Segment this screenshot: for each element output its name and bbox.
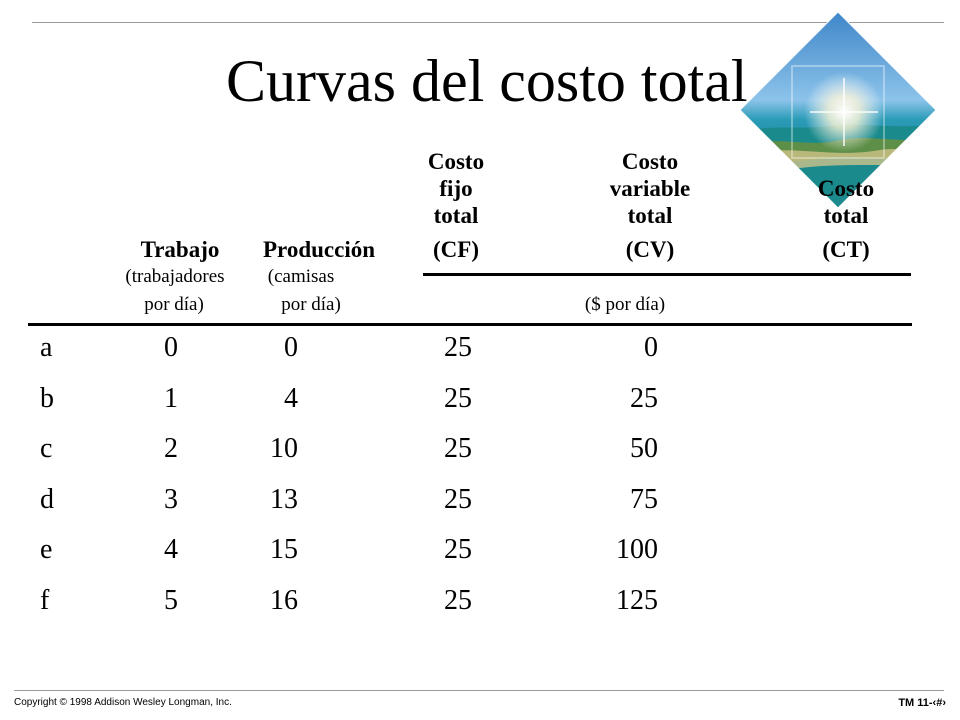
produccion-header: Producción bbox=[262, 237, 376, 262]
bottom-divider bbox=[14, 690, 944, 691]
cell-cf: 25 bbox=[444, 332, 472, 363]
cell-label: a bbox=[40, 332, 53, 363]
cell-cf: 25 bbox=[444, 383, 472, 414]
cell-produccion: 4 bbox=[284, 383, 298, 414]
cv-header-line2: variable bbox=[609, 176, 691, 201]
cell-cv: 75 bbox=[630, 484, 658, 515]
cell-cv: 50 bbox=[630, 433, 658, 464]
cell-trabajo: 0 bbox=[164, 332, 178, 363]
slide-title: Curvas del costo total bbox=[226, 48, 748, 114]
cell-trabajo: 3 bbox=[164, 484, 178, 515]
cell-cf: 25 bbox=[444, 585, 472, 616]
produccion-unit-line1: (camisas bbox=[267, 266, 335, 287]
cell-label: e bbox=[40, 534, 53, 565]
tropical-island-image bbox=[740, 12, 936, 208]
copyright-text: Copyright © 1998 Addison Wesley Longman,… bbox=[14, 697, 232, 708]
trabajo-header: Trabajo bbox=[140, 237, 220, 262]
cell-cv: 0 bbox=[644, 332, 658, 363]
cell-cf: 25 bbox=[444, 484, 472, 515]
ct-header-line1: Costo bbox=[817, 176, 875, 201]
cv-header-line1: Costo bbox=[621, 149, 679, 174]
table-header-rule bbox=[28, 323, 912, 326]
cell-cf: 25 bbox=[444, 534, 472, 565]
slide-number: TM 11-‹#› bbox=[898, 697, 946, 709]
cv-header-line3: total bbox=[627, 203, 673, 228]
cell-label: c bbox=[40, 433, 53, 464]
money-unit-rule bbox=[423, 273, 911, 276]
cell-cv: 125 bbox=[616, 585, 658, 616]
cell-produccion: 0 bbox=[284, 332, 298, 363]
cell-trabajo: 1 bbox=[164, 383, 178, 414]
cell-produccion: 15 bbox=[270, 534, 298, 565]
cell-cv: 25 bbox=[630, 383, 658, 414]
cell-trabajo: 5 bbox=[164, 585, 178, 616]
cf-header-line2: fijo bbox=[439, 176, 473, 201]
cf-header-abbr: (CF) bbox=[433, 237, 479, 262]
cell-trabajo: 4 bbox=[164, 534, 178, 565]
cell-label: f bbox=[40, 585, 50, 616]
cell-cv: 100 bbox=[616, 534, 658, 565]
ct-header-line2: total bbox=[823, 203, 869, 228]
cf-header-line1: Costo bbox=[427, 149, 485, 174]
ct-header-abbr: (CT) bbox=[822, 237, 870, 262]
cell-produccion: 13 bbox=[270, 484, 298, 515]
cell-produccion: 10 bbox=[270, 433, 298, 464]
trabajo-unit-line1: (trabajadores bbox=[125, 266, 225, 287]
produccion-unit-line2: por día) bbox=[281, 294, 341, 315]
cell-trabajo: 2 bbox=[164, 433, 178, 464]
cell-label: b bbox=[40, 383, 54, 414]
cell-produccion: 16 bbox=[270, 585, 298, 616]
cell-cf: 25 bbox=[444, 433, 472, 464]
cf-header-line3: total bbox=[433, 203, 479, 228]
cv-header-abbr: (CV) bbox=[625, 237, 675, 262]
cell-label: d bbox=[40, 484, 54, 515]
money-unit-label: ($ por día) bbox=[584, 294, 666, 315]
trabajo-unit-line2: por día) bbox=[144, 294, 204, 315]
top-divider bbox=[32, 22, 944, 23]
